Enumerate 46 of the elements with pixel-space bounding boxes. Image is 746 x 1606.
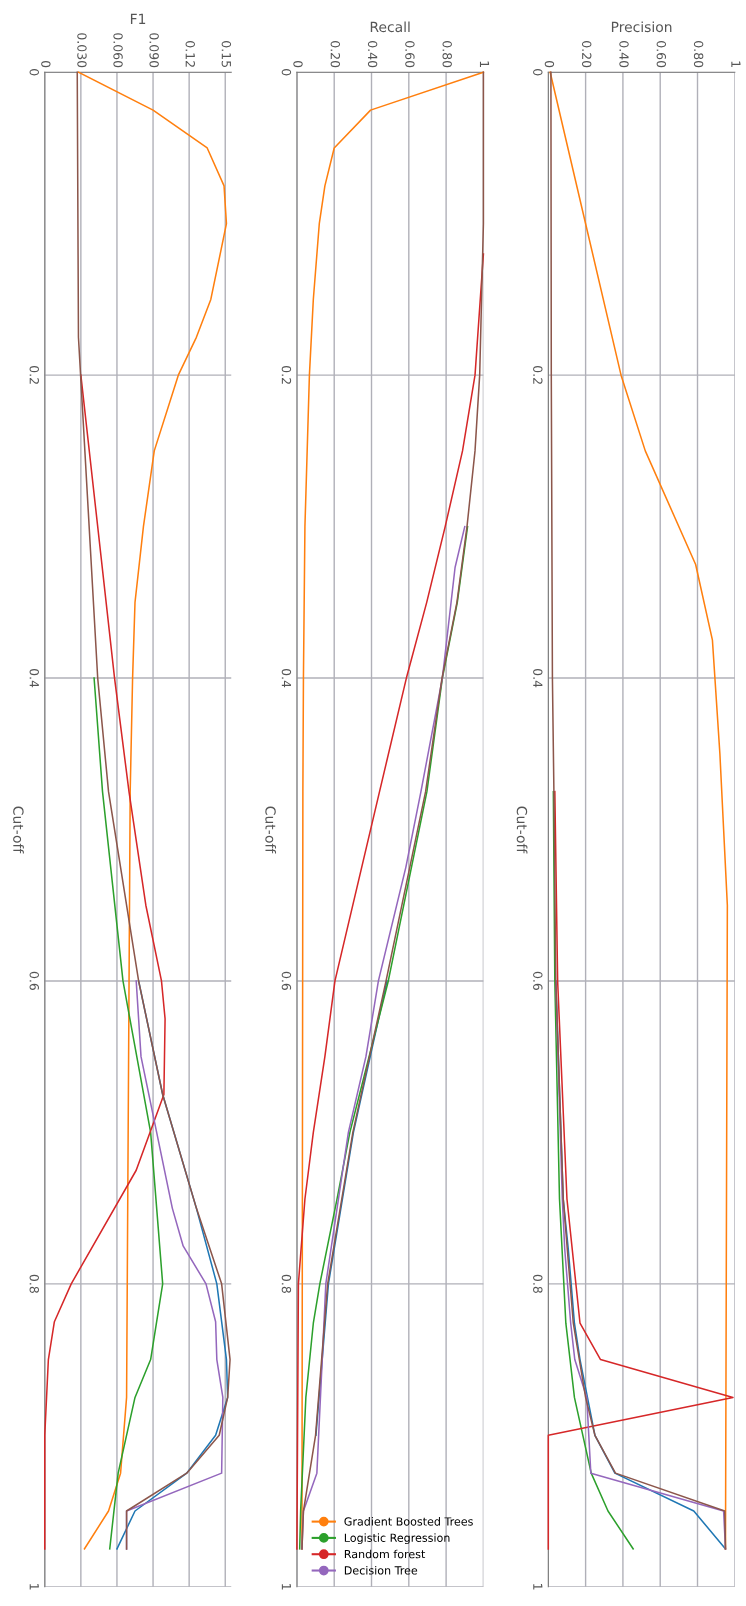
y-tick-label: 0.6	[29, 971, 39, 991]
x-tick-label: 0.60	[405, 41, 415, 68]
y-tick-label: 0	[533, 69, 543, 76]
x-axis-title: Precision	[611, 21, 672, 33]
legend-label: Logistic Regression	[344, 1533, 450, 1545]
x-tick-label: 0.12	[185, 41, 195, 67]
x-tick-label: 0.090	[149, 33, 159, 68]
x-tick-label: 0.80	[693, 41, 704, 68]
x-tick-label: 0.40	[367, 41, 378, 68]
y-tick-label: 0.4	[533, 668, 543, 688]
x-tick-label: 0.20	[581, 41, 592, 68]
legend-label: Decision Tree	[344, 1565, 418, 1575]
x-tick-label: 0.80	[442, 41, 452, 68]
y-tick-label: 0.2	[533, 366, 543, 384]
y-tick-label: 0	[29, 69, 39, 76]
x-tick-label: 0.60	[656, 41, 667, 68]
legend-label: Random forest	[344, 1549, 426, 1559]
y-tick-label: 0.2	[281, 366, 292, 384]
y-tick-label: 1	[281, 1584, 291, 1590]
x-axis-title: Recall	[370, 21, 410, 33]
x-tick-label: 1	[479, 61, 490, 67]
x-tick-label: 0.060	[113, 33, 123, 68]
y-axis-title: Cut-off	[265, 806, 277, 854]
x-tick-label: 0.40	[619, 41, 629, 68]
x-tick-label: 0	[293, 60, 303, 68]
x-tick-label: 0.15	[221, 41, 232, 68]
y-tick-label: 0	[281, 69, 292, 76]
x-tick-label: 0	[41, 60, 51, 68]
x-tick-label: 0	[544, 60, 555, 68]
x-tick-label: 0.030	[77, 33, 87, 68]
y-axis-title: Cut-off	[13, 806, 24, 854]
y-tick-label: 1	[533, 1584, 543, 1590]
x-tick-label: 0.20	[330, 41, 341, 68]
y-tick-label: 0.6	[533, 971, 543, 991]
y-tick-label: 0.2	[29, 366, 39, 384]
y-tick-label: 0.4	[29, 668, 39, 688]
y-tick-label: 0.8	[281, 1274, 292, 1293]
x-axis-title: F1	[130, 13, 146, 24]
x-tick-label: 1	[731, 61, 741, 67]
y-tick-label: 1	[29, 1584, 39, 1590]
y-tick-label: 0.8	[533, 1274, 543, 1293]
y-tick-label: 0.6	[281, 971, 292, 991]
y-tick-label: 0.8	[29, 1274, 39, 1293]
y-axis-title: Cut-off	[516, 806, 528, 854]
legend-label: Gradient Boosted Trees	[344, 1517, 473, 1526]
y-tick-label: 0.4	[281, 668, 292, 688]
